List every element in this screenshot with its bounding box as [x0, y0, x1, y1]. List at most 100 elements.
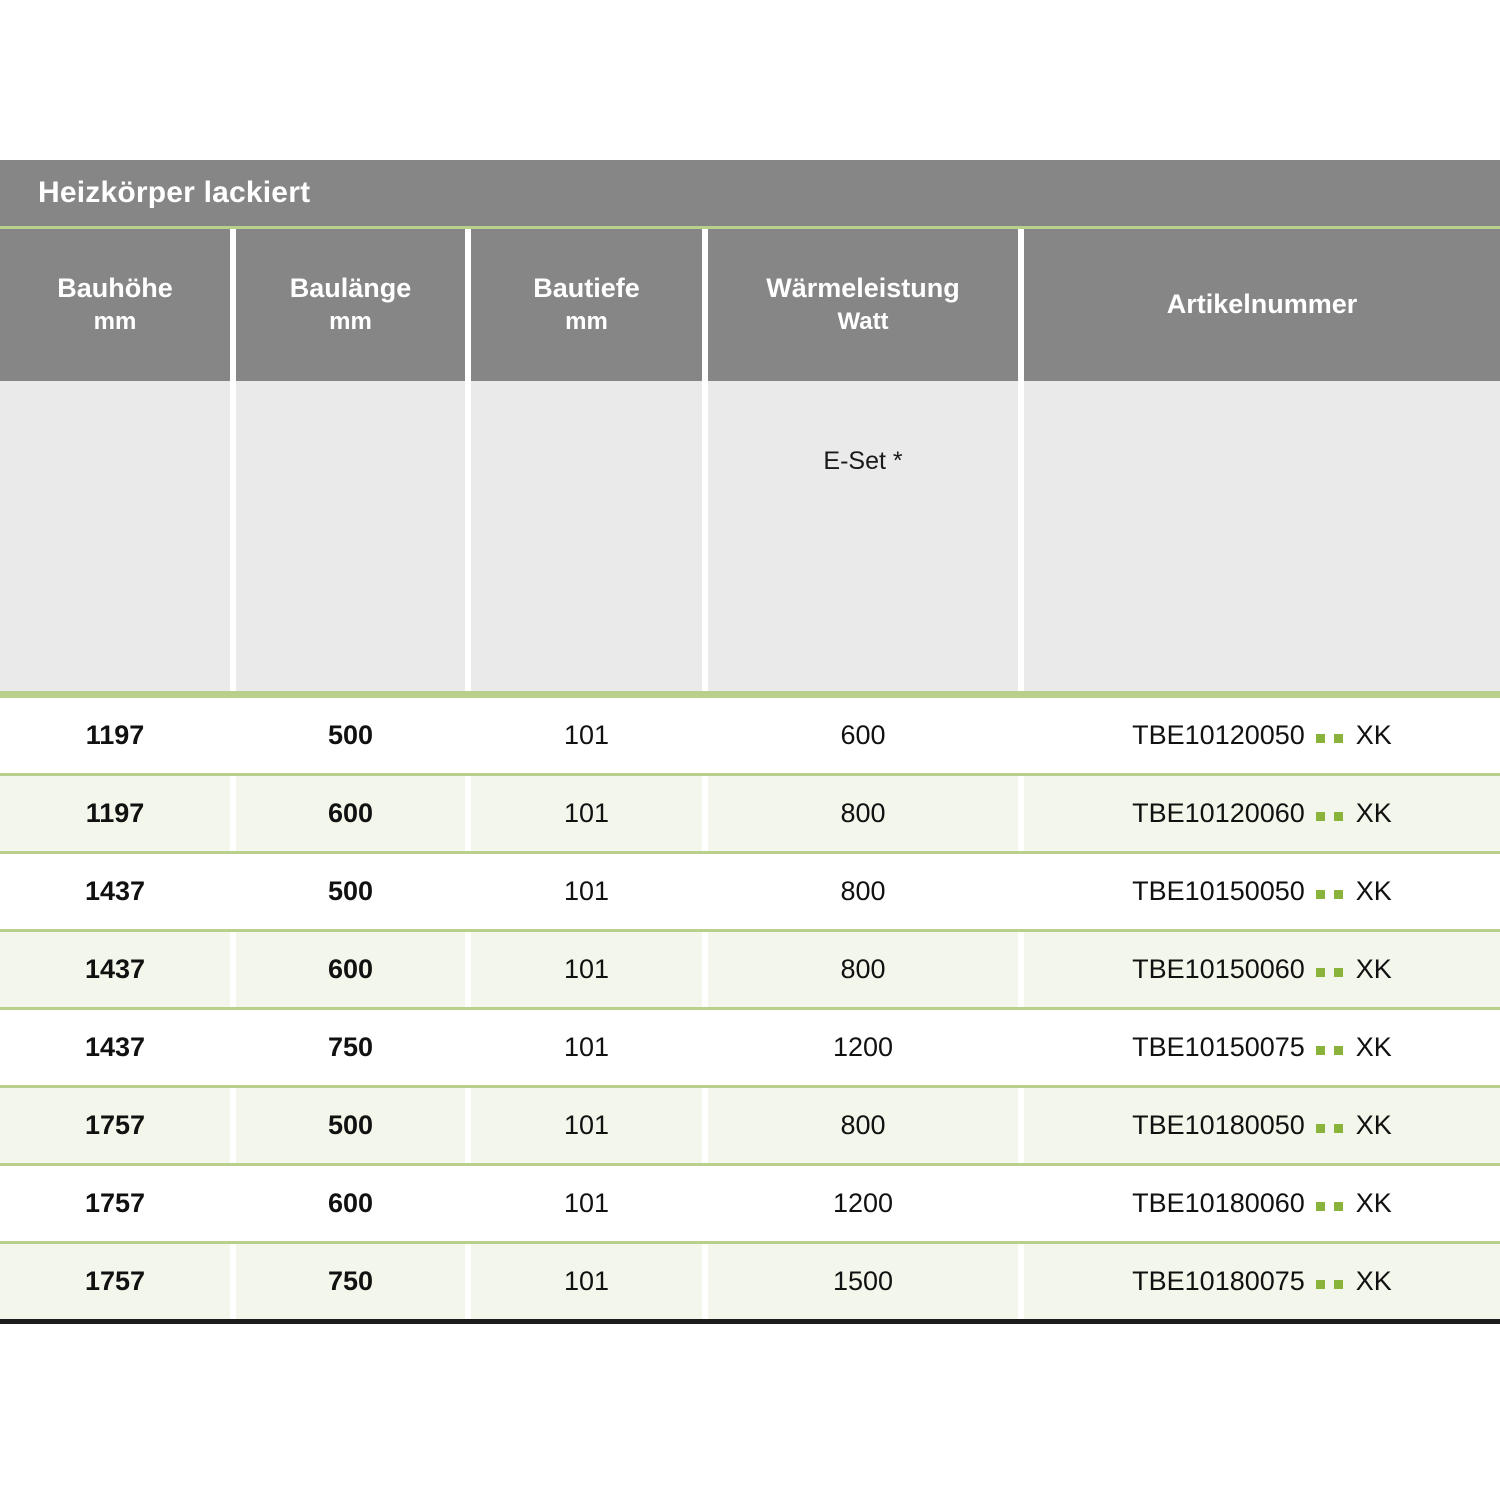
artikelnummer-prefix: TBE10180060 — [1132, 1188, 1305, 1218]
cell-bautiefe: 101 — [471, 1166, 708, 1241]
cell-bauhoehe: 1757 — [0, 1244, 236, 1319]
cell-artikelnummer: TBE10180050 XK — [1024, 1088, 1500, 1163]
table-row: 1197 600 101 800 TBE10120060 XK — [0, 776, 1500, 851]
title-divider — [0, 226, 1500, 229]
cell-bautiefe: 101 — [471, 854, 708, 929]
variant-placeholder-dots-icon — [1315, 1124, 1343, 1133]
row-divider — [0, 1241, 1500, 1244]
variant-dot-icon — [1333, 1046, 1343, 1055]
artikelnummer-prefix: TBE10150060 — [1132, 954, 1305, 984]
cell-bautiefe: 101 — [471, 776, 708, 851]
cell-baulaenge: 500 — [236, 1088, 471, 1163]
variant-dot-icon — [1315, 1202, 1325, 1211]
cell-waermeleistung: 800 — [708, 854, 1024, 929]
cell-baulaenge: 500 — [236, 854, 471, 929]
table-row: 1757 500 101 800 TBE10180050 XK — [0, 1088, 1500, 1163]
column-header-bautiefe: Bautiefe mm — [471, 229, 708, 381]
cell-waermeleistung: 600 — [708, 698, 1024, 773]
row-divider — [0, 1163, 1500, 1166]
artikelnummer-suffix: XK — [1355, 876, 1392, 906]
variant-placeholder-dots-icon — [1315, 890, 1343, 899]
artikelnummer-prefix: TBE10150050 — [1132, 876, 1305, 906]
table-row: 1437 600 101 800 TBE10150060 XK — [0, 932, 1500, 1007]
variant-placeholder-dots-icon — [1315, 812, 1343, 821]
artikelnummer-prefix: TBE10180075 — [1132, 1266, 1305, 1296]
column-header-unit: mm — [93, 307, 137, 335]
cell-baulaenge: 600 — [236, 1166, 471, 1241]
variant-placeholder-dots-icon — [1315, 734, 1343, 743]
variant-dot-icon — [1315, 1046, 1325, 1055]
cell-bautiefe: 101 — [471, 1088, 708, 1163]
row-divider — [0, 1007, 1500, 1010]
variant-dot-icon — [1333, 1202, 1343, 1211]
variant-dot-icon — [1333, 812, 1343, 821]
page-title: Heizkörper lackiert — [38, 176, 311, 209]
cell-baulaenge: 600 — [236, 776, 471, 851]
subheader-divider — [0, 691, 1500, 698]
table-subheader-row: E-Set * — [0, 381, 1500, 691]
cell-waermeleistung: 800 — [708, 776, 1024, 851]
column-header-waermeleistung: Wärmeleistung Watt — [708, 229, 1024, 381]
row-divider — [0, 1085, 1500, 1088]
cell-waermeleistung: 800 — [708, 1088, 1024, 1163]
cell-artikelnummer: TBE10120050 XK — [1024, 698, 1500, 773]
artikelnummer-suffix: XK — [1355, 1188, 1392, 1218]
cell-bauhoehe: 1437 — [0, 932, 236, 1007]
column-header-artikelnummer: Artikelnummer — [1024, 229, 1500, 381]
column-header-label: Bautiefe — [533, 272, 640, 303]
cell-bauhoehe: 1757 — [0, 1088, 236, 1163]
cell-bauhoehe: 1197 — [0, 776, 236, 851]
variant-dot-icon — [1315, 1124, 1325, 1133]
cell-artikelnummer: TBE10150060 XK — [1024, 932, 1500, 1007]
variant-dot-icon — [1333, 1280, 1343, 1289]
artikelnummer-suffix: XK — [1355, 720, 1392, 750]
artikelnummer-prefix: TBE10150075 — [1132, 1032, 1305, 1062]
cell-bauhoehe: 1197 — [0, 698, 236, 773]
table-bottom-rule — [0, 1319, 1500, 1324]
cell-baulaenge: 500 — [236, 698, 471, 773]
variant-placeholder-dots-icon — [1315, 968, 1343, 977]
cell-bautiefe: 101 — [471, 932, 708, 1007]
artikelnummer-suffix: XK — [1355, 1032, 1392, 1062]
table-row: 1757 600 101 1200 TBE10180060 XK — [0, 1166, 1500, 1241]
table-row: 1437 750 101 1200 TBE10150075 XK — [0, 1010, 1500, 1085]
cell-baulaenge: 750 — [236, 1010, 471, 1085]
variant-placeholder-dots-icon — [1315, 1046, 1343, 1055]
cell-bauhoehe: 1437 — [0, 1010, 236, 1085]
subheader-cell-artikelnummer — [1024, 381, 1500, 691]
artikelnummer-prefix: TBE10120060 — [1132, 798, 1305, 828]
column-header-baulaenge: Baulänge mm — [236, 229, 471, 381]
variant-dot-icon — [1315, 812, 1325, 821]
cell-artikelnummer: TBE10180075 XK — [1024, 1244, 1500, 1319]
cell-bauhoehe: 1437 — [0, 854, 236, 929]
row-divider — [0, 929, 1500, 932]
cell-bautiefe: 101 — [471, 1010, 708, 1085]
artikelnummer-prefix: TBE10180050 — [1132, 1110, 1305, 1140]
cell-baulaenge: 750 — [236, 1244, 471, 1319]
column-header-unit: mm — [329, 307, 372, 335]
row-divider — [0, 773, 1500, 776]
cell-waermeleistung: 1200 — [708, 1166, 1024, 1241]
column-header-label: Artikelnummer — [1166, 289, 1358, 320]
variant-dot-icon — [1333, 1124, 1343, 1133]
column-header-label: Baulänge — [289, 272, 412, 303]
subheader-cell-bautiefe — [471, 381, 708, 691]
subheader-cell-baulaenge — [236, 381, 471, 691]
column-header-label: Bauhöhe — [57, 272, 173, 303]
table-row: 1197 500 101 600 TBE10120050 XK — [0, 698, 1500, 773]
cell-bautiefe: 101 — [471, 698, 708, 773]
table-title-bar: Heizkörper lackiert — [0, 160, 1500, 226]
cell-artikelnummer: TBE10150075 XK — [1024, 1010, 1500, 1085]
artikelnummer-prefix: TBE10120050 — [1132, 720, 1305, 750]
table-row: 1437 500 101 800 TBE10150050 XK — [0, 854, 1500, 929]
cell-bautiefe: 101 — [471, 1244, 708, 1319]
row-divider — [0, 851, 1500, 854]
variant-placeholder-dots-icon — [1315, 1202, 1343, 1211]
table-header-row: Bauhöhe mm Baulänge mm Bautiefe mm Wärme… — [0, 229, 1500, 381]
subheader-cell-waermeleistung: E-Set * — [708, 381, 1024, 691]
specification-table: Heizkörper lackiert Bauhöhe mm Baulänge … — [0, 160, 1500, 1324]
table-row: 1757 750 101 1500 TBE10180075 XK — [0, 1244, 1500, 1319]
variant-dot-icon — [1315, 968, 1325, 977]
column-header-bauhoehe: Bauhöhe mm — [0, 229, 236, 381]
